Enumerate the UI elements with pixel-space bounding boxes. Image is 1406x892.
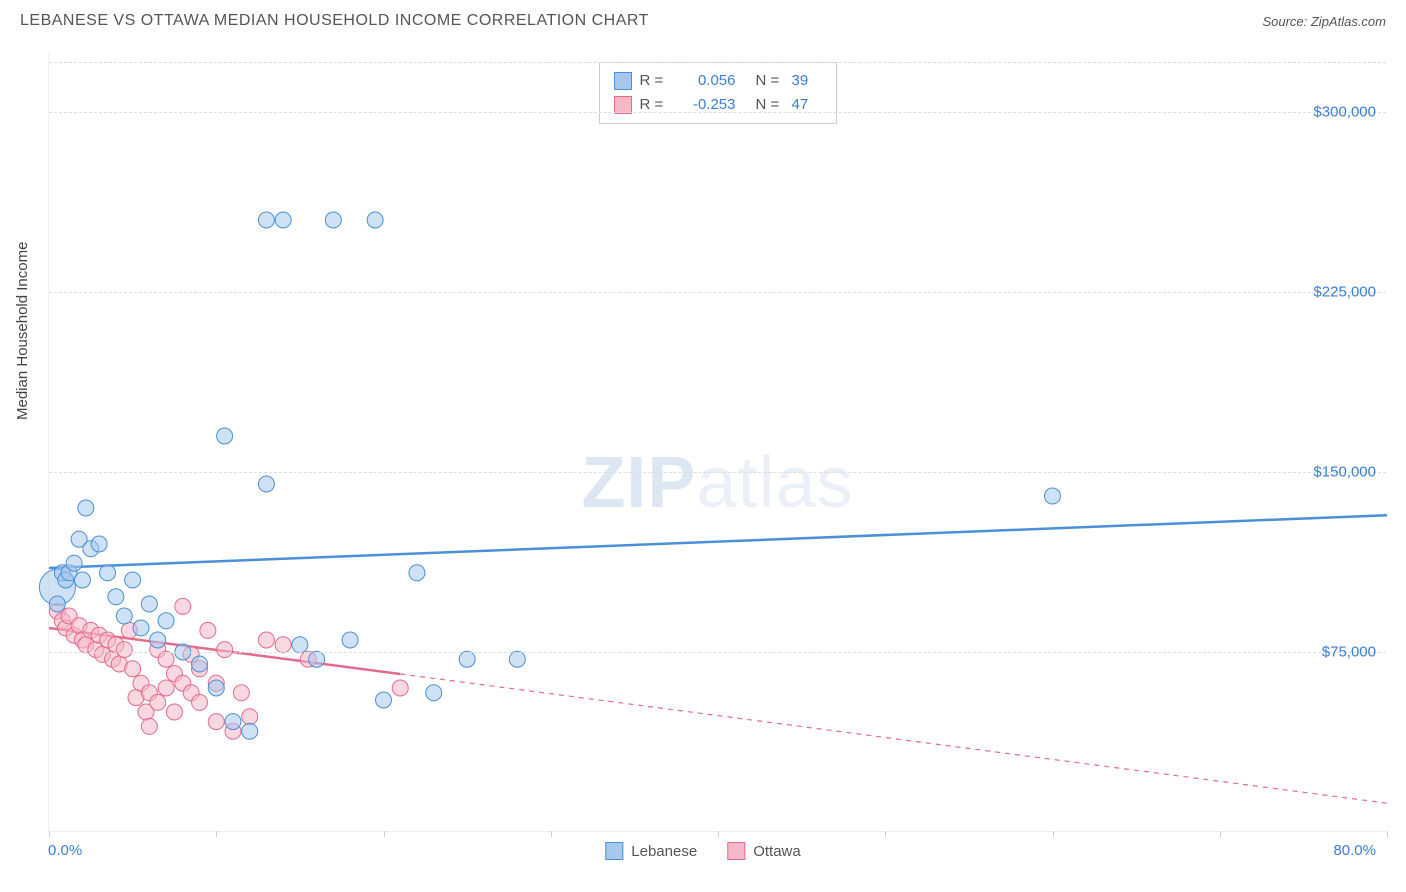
ottawa-point — [200, 622, 216, 638]
y-tick-label: $225,000 — [1313, 284, 1376, 301]
n-value: 47 — [792, 93, 822, 117]
r-value: -0.253 — [676, 93, 736, 117]
lebanese-point — [376, 692, 392, 708]
r-label: R = — [640, 93, 668, 117]
lebanese-point — [242, 723, 258, 739]
gridline — [49, 652, 1386, 653]
y-axis-label: Median Household Income — [14, 242, 31, 420]
ottawa-point — [275, 637, 291, 653]
ottawa-point — [233, 685, 249, 701]
ottawa-point — [175, 598, 191, 614]
lebanese-point — [217, 428, 233, 444]
lebanese-point — [133, 620, 149, 636]
ottawa-point — [125, 661, 141, 677]
y-tick-label: $150,000 — [1313, 464, 1376, 481]
r-value: 0.056 — [676, 69, 736, 93]
lebanese-point — [325, 212, 341, 228]
lebanese-point — [141, 596, 157, 612]
scatter-svg — [49, 52, 1386, 831]
lebanese-point — [125, 572, 141, 588]
lebanese-point — [1045, 488, 1061, 504]
lebanese-point — [409, 565, 425, 581]
lebanese-point — [100, 565, 116, 581]
chart-plot-area: ZIPatlas R =0.056N =39R =-0.253N =47 $75… — [48, 52, 1386, 832]
lebanese-point — [158, 613, 174, 629]
ottawa-point — [258, 632, 274, 648]
lebanese-point — [150, 632, 166, 648]
x-tick — [49, 831, 50, 837]
ottawa-point — [158, 680, 174, 696]
lebanese-point — [74, 572, 90, 588]
ottawa-point — [217, 642, 233, 658]
ottawa-point — [192, 694, 208, 710]
lebanese-point — [309, 651, 325, 667]
legend-swatch — [605, 842, 623, 860]
lebanese-point — [509, 651, 525, 667]
ottawa-point — [116, 642, 132, 658]
stats-legend-row: R = -0.253 N = 47 — [614, 93, 822, 117]
legend-label: Ottawa — [753, 843, 801, 860]
x-tick — [216, 831, 217, 837]
legend-swatch — [727, 842, 745, 860]
stats-legend: R = 0.056 N = 39 R = -0.253 N = 47 — [599, 62, 837, 124]
x-tick — [551, 831, 552, 837]
lebanese-point — [367, 212, 383, 228]
lebanese-point — [258, 476, 274, 492]
r-label: R = — [640, 69, 668, 93]
stats-legend-row: R = 0.056 N = 39 — [614, 69, 822, 93]
gridline — [49, 292, 1386, 293]
lebanese-point — [459, 651, 475, 667]
lebanese-point — [192, 656, 208, 672]
x-tick — [384, 831, 385, 837]
x-axis-max-label: 80.0% — [1333, 842, 1376, 859]
ottawa-point — [208, 714, 224, 730]
chart-header: LEBANESE VS OTTAWA MEDIAN HOUSEHOLD INCO… — [0, 0, 1406, 42]
x-tick — [1387, 831, 1388, 837]
x-tick — [885, 831, 886, 837]
gridline — [49, 112, 1386, 113]
n-label: N = — [756, 93, 784, 117]
lebanese-point — [258, 212, 274, 228]
legend-swatch — [614, 72, 632, 90]
ottawa-point — [166, 704, 182, 720]
lebanese-point — [292, 637, 308, 653]
lebanese-point — [342, 632, 358, 648]
x-tick — [718, 831, 719, 837]
x-tick — [1220, 831, 1221, 837]
y-tick-label: $75,000 — [1322, 644, 1376, 661]
x-axis-min-label: 0.0% — [48, 842, 82, 859]
lebanese-point — [49, 596, 65, 612]
lebanese-point — [208, 680, 224, 696]
source-name: ZipAtlas.com — [1311, 14, 1386, 29]
lebanese-point — [225, 714, 241, 730]
ottawa-point — [242, 709, 258, 725]
lebanese-point — [116, 608, 132, 624]
legend-item: Ottawa — [727, 842, 801, 860]
source-attribution: Source: ZipAtlas.com — [1262, 14, 1386, 29]
ottawa-trend-dashed — [400, 674, 1387, 803]
lebanese-point — [108, 589, 124, 605]
gridline — [49, 472, 1386, 473]
n-value: 39 — [792, 69, 822, 93]
ottawa-point — [150, 694, 166, 710]
series-legend: Lebanese Ottawa — [605, 842, 800, 860]
lebanese-trend-solid — [49, 515, 1387, 568]
lebanese-point — [91, 536, 107, 552]
ottawa-point — [158, 651, 174, 667]
n-label: N = — [756, 69, 784, 93]
lebanese-point — [275, 212, 291, 228]
gridline — [49, 62, 1386, 63]
lebanese-point — [78, 500, 94, 516]
x-tick — [1053, 831, 1054, 837]
ottawa-point — [392, 680, 408, 696]
lebanese-point — [66, 555, 82, 571]
lebanese-point — [426, 685, 442, 701]
legend-label: Lebanese — [631, 843, 697, 860]
source-prefix: Source: — [1262, 14, 1310, 29]
y-tick-label: $300,000 — [1313, 104, 1376, 121]
ottawa-point — [141, 718, 157, 734]
chart-title: LEBANESE VS OTTAWA MEDIAN HOUSEHOLD INCO… — [20, 12, 649, 30]
legend-item: Lebanese — [605, 842, 697, 860]
